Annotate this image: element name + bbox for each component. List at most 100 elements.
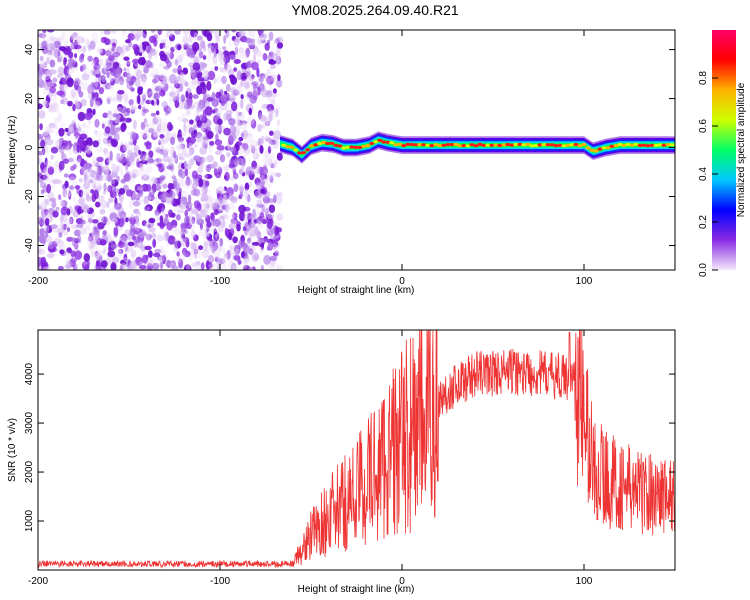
noise-speckle — [191, 262, 197, 268]
noise-speckle — [70, 92, 75, 100]
noise-speckle — [38, 96, 41, 103]
noise-speckle — [251, 140, 257, 147]
noise-speckle — [43, 174, 47, 181]
noise-speckle — [185, 178, 192, 186]
noise-speckle — [106, 265, 111, 270]
noise-speckle — [252, 152, 260, 160]
noise-speckle — [265, 137, 272, 142]
noise-speckle — [221, 165, 230, 172]
noise-speckle — [107, 218, 112, 225]
noise-speckle — [73, 122, 77, 131]
noise-speckle — [219, 190, 223, 195]
noise-speckle — [101, 123, 105, 129]
noise-speckle — [96, 65, 103, 71]
noise-speckle — [215, 35, 220, 43]
noise-speckle — [100, 30, 105, 35]
noise-speckle — [40, 162, 45, 170]
noise-speckle — [142, 153, 151, 161]
noise-speckle — [248, 244, 256, 255]
ridge-core — [453, 142, 459, 147]
noise-speckle — [68, 51, 74, 59]
noise-speckle — [49, 59, 56, 68]
noise-speckle — [188, 127, 195, 135]
noise-speckle — [64, 127, 70, 133]
colorbar-ticks: 0.0 0.2 0.4 0.6 0.8 — [698, 71, 718, 277]
noise-speckle — [111, 163, 116, 173]
noise-speckle — [39, 60, 46, 69]
noise-speckle — [197, 77, 206, 82]
noise-speckle — [158, 157, 164, 163]
noise-speckle — [276, 42, 284, 49]
noise-speckle — [104, 126, 111, 134]
noise-speckle — [38, 76, 42, 85]
noise-speckle — [92, 140, 99, 148]
noise-speckle — [273, 38, 278, 45]
ridge-core — [377, 138, 383, 142]
noise-speckle — [188, 219, 196, 226]
noise-speckle — [101, 199, 107, 209]
noise-speckle — [148, 121, 155, 132]
noise-speckle — [82, 179, 91, 184]
noise-speckle — [126, 131, 131, 136]
noise-speckle — [241, 261, 248, 269]
ridge-core — [341, 146, 347, 150]
noise-speckle — [78, 189, 84, 198]
noise-speckle — [85, 144, 93, 155]
noise-speckle — [78, 178, 83, 183]
noise-speckle — [38, 110, 46, 119]
noise-speckle — [125, 217, 129, 223]
noise-speckle — [141, 73, 147, 83]
noise-speckle — [142, 133, 148, 140]
noise-speckle — [159, 72, 168, 81]
noise-speckle — [225, 83, 231, 92]
noise-speckle — [224, 227, 228, 237]
frequency-ridge — [280, 131, 675, 164]
ridge-core — [301, 151, 307, 155]
noise-speckle — [129, 217, 136, 225]
ridge-core — [509, 143, 515, 147]
noise-speckle — [107, 112, 114, 120]
noise-speckle — [38, 157, 41, 165]
noise-speckle — [134, 77, 141, 88]
ridge-core — [349, 145, 355, 149]
noise-speckle — [165, 195, 171, 204]
noise-speckle — [62, 77, 67, 85]
noise-speckle — [197, 164, 204, 175]
noise-speckle — [87, 55, 93, 62]
noise-speckle — [38, 69, 46, 76]
noise-speckle — [129, 152, 138, 158]
noise-speckle — [131, 173, 137, 179]
noise-speckle — [154, 248, 162, 254]
noise-speckle — [253, 254, 260, 260]
noise-speckle — [52, 178, 60, 184]
noise-speckle — [161, 249, 168, 258]
noise-speckle — [159, 261, 164, 269]
colorbar: 0.0 0.2 0.4 0.6 0.8 Normalized spectral ampl… — [698, 30, 747, 277]
noise-speckle — [251, 61, 259, 71]
noise-speckle — [218, 195, 224, 204]
noise-speckle — [128, 80, 134, 86]
ridge-band-green — [280, 137, 675, 158]
noise-speckle — [276, 152, 283, 161]
noise-speckle — [260, 264, 264, 270]
noise-speckle — [267, 213, 275, 219]
noise-speckle — [52, 210, 59, 218]
noise-speckle — [62, 223, 67, 231]
noise-speckle — [106, 151, 111, 157]
noise-speckle — [118, 249, 122, 259]
noise-speckle — [45, 102, 50, 109]
noise-speckle — [138, 149, 142, 155]
noise-speckle — [133, 30, 139, 34]
noise-speckle — [260, 188, 266, 194]
noise-speckle — [63, 57, 67, 67]
snr-y-ticks: 1000 2000 3000 4000 — [24, 363, 675, 532]
noise-speckle — [38, 33, 47, 39]
noise-speckle — [119, 262, 127, 270]
noise-speckle — [132, 43, 139, 51]
noise-speckle — [153, 252, 161, 258]
noise-speckle — [98, 87, 105, 95]
noise-speckle — [237, 118, 241, 127]
noise-speckle — [51, 200, 57, 208]
noise-speckle — [141, 174, 150, 181]
noise-speckle — [229, 94, 236, 101]
